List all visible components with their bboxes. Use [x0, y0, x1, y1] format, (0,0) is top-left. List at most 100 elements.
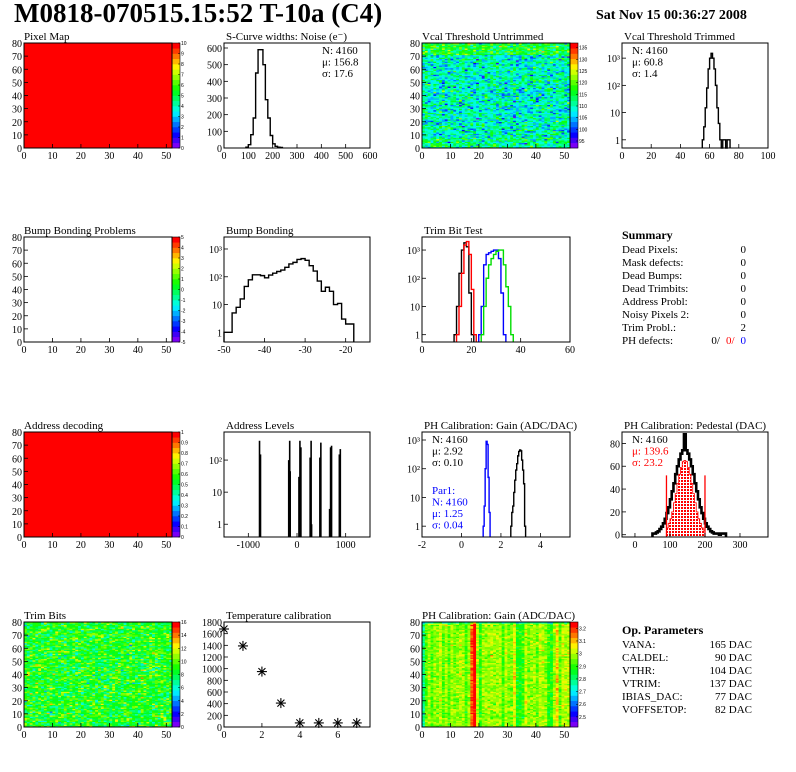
heatmap-cell	[493, 58, 497, 61]
heatmap-cell	[476, 43, 480, 45]
heatmap-cell	[439, 98, 443, 100]
heatmap-cell	[453, 138, 457, 141]
heatmap-cell	[430, 133, 434, 136]
colorbar-band	[172, 74, 180, 81]
heatmap-cell	[427, 92, 431, 95]
heatmap-cell	[441, 79, 446, 82]
heatmap-cell	[535, 121, 539, 124]
heatmap-cell	[550, 115, 554, 117]
heatmap-cell	[510, 54, 514, 57]
heatmap-cell	[558, 43, 562, 45]
heatmap-cell	[433, 90, 437, 92]
heatmap-cell	[524, 119, 528, 121]
heatmap-cell	[32, 681, 36, 683]
heatmap-cell	[515, 82, 520, 84]
heatmap-cell	[32, 719, 36, 721]
heatmap-cell	[456, 64, 460, 66]
heatmap-cell	[473, 146, 477, 149]
heatmap-cell	[515, 83, 520, 86]
heatmap-cell	[513, 65, 517, 67]
histogram-series-0	[482, 440, 491, 537]
heatmap-cell	[447, 86, 451, 88]
heatmap-cell	[550, 49, 554, 52]
heatmap-cell	[29, 650, 33, 653]
heatmap-cell	[498, 44, 502, 46]
heatmap-cell	[487, 82, 491, 84]
heatmap-cell	[459, 109, 463, 112]
heatmap-cell	[498, 86, 502, 88]
colorbar-tick-label: 4	[181, 246, 184, 252]
heatmap-cell	[552, 113, 557, 116]
heatmap-cell	[504, 113, 508, 116]
y-tick-label: 10³	[407, 436, 420, 447]
heatmap-cell	[24, 679, 28, 682]
heatmap-cell	[555, 141, 559, 144]
heatmap-cell	[527, 121, 531, 124]
heatmap-cell	[547, 129, 551, 132]
heatmap-cell	[441, 104, 446, 107]
heatmap-cell	[515, 69, 520, 71]
heatmap-cell	[427, 113, 431, 116]
heatmap-cell	[32, 691, 36, 694]
heatmap-cell	[521, 107, 525, 109]
heatmap-cell	[24, 715, 28, 717]
heatmap-cell	[461, 49, 465, 52]
heatmap-cell	[513, 58, 517, 61]
heatmap-cell	[433, 130, 437, 133]
heatmap-cell	[467, 142, 471, 145]
heatmap-cell	[464, 91, 468, 94]
heatmap-cell	[527, 127, 531, 129]
heatmap-cell	[436, 100, 440, 103]
heatmap-cell	[441, 117, 446, 120]
heatmap-cell	[567, 99, 571, 102]
heatmap-cell	[530, 146, 534, 149]
heatmap-cell	[538, 94, 542, 96]
heatmap-cell	[433, 136, 437, 138]
heatmap-cell	[533, 117, 537, 120]
heatmap-cell	[467, 56, 471, 58]
heatmap-cell	[433, 103, 437, 105]
heatmap-cell	[453, 82, 457, 84]
heatmap-cell	[535, 129, 539, 132]
heatmap-cell	[450, 103, 454, 105]
heatmap-cell	[496, 130, 500, 133]
heatmap-cell	[456, 127, 460, 129]
heatmap-cell	[541, 69, 545, 71]
heatmap-cell	[464, 94, 468, 96]
heatmap-cell	[558, 144, 562, 146]
heatmap-cell	[555, 74, 559, 77]
heatmap-cell	[530, 57, 534, 60]
heatmap-cell	[487, 74, 491, 77]
heatmap-cell	[447, 140, 451, 142]
heatmap-cell	[461, 61, 465, 63]
heatmap-cell	[29, 704, 33, 707]
heatmap-cell	[510, 57, 514, 60]
heatmap-cell	[558, 128, 562, 130]
heatmap-cell	[422, 142, 426, 145]
heatmap-cell	[24, 660, 28, 662]
heatmap-cell	[550, 54, 554, 57]
heatmap-cell	[422, 96, 426, 99]
heatmap-cell	[510, 102, 514, 104]
heatmap-cell	[450, 116, 454, 119]
heatmap-cell	[478, 142, 483, 145]
heatmap-cell	[510, 53, 514, 56]
heatmap-cell	[501, 49, 505, 52]
heatmap-cell	[513, 109, 517, 112]
heatmap-cell	[527, 60, 531, 62]
heatmap-cell	[507, 60, 511, 62]
heatmap-cell	[461, 67, 465, 70]
heatmap-cell	[552, 112, 557, 115]
heatmap-cell	[26, 632, 30, 635]
heatmap-cell	[441, 82, 446, 84]
heatmap-cell	[541, 137, 545, 140]
heatmap-cell	[541, 46, 545, 49]
heatmap-cell	[558, 75, 562, 78]
heatmap-cell	[558, 86, 562, 88]
heatmap-cell	[490, 123, 494, 125]
heatmap-cell	[456, 52, 460, 54]
heatmap-cell	[441, 43, 446, 45]
heatmap-cell	[558, 91, 562, 94]
heatmap-cell	[493, 56, 497, 58]
